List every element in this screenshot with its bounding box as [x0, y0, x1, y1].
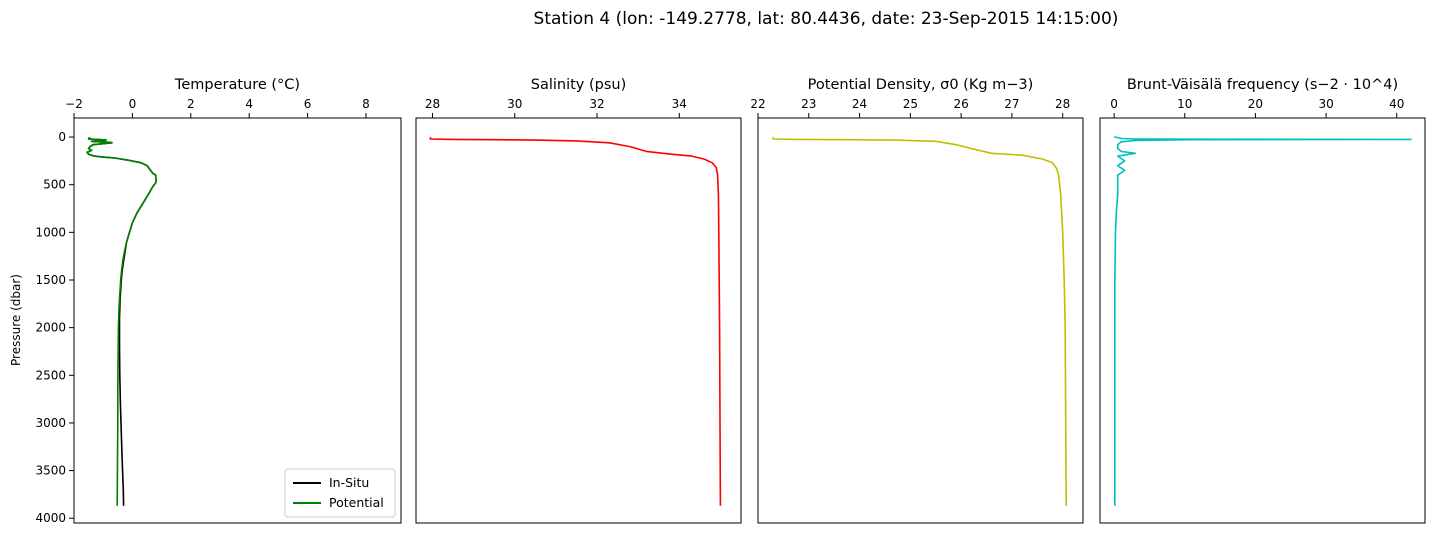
- y-tick-label: 4000: [35, 511, 66, 525]
- salinity-panel: Salinity (psu) 28 30 32 34: [415, 77, 742, 524]
- figure-title: Station 4 (lon: -149.2778, lat: 80.4436,…: [534, 9, 1119, 29]
- y-tick-label: 2500: [35, 368, 66, 382]
- brunt-vaisala-panel: Brunt-Väisälä frequency (s−2 · 10^4) 0 10 2…: [1099, 77, 1426, 524]
- axes-frame: [1099, 117, 1426, 524]
- x-tick-label: 25: [903, 97, 918, 111]
- x-tick-label: 30: [507, 97, 522, 111]
- legend-label: Potential: [329, 495, 384, 510]
- x-tick-label: 26: [953, 97, 968, 111]
- series-line-potential: [86, 136, 158, 506]
- x-tick-label: 6: [304, 97, 312, 111]
- series-line-in-situ: [86, 136, 158, 506]
- x-tick-label: 28: [1055, 97, 1070, 111]
- panel-title: Brunt-Väisälä frequency (s−2 · 10^4): [1127, 77, 1398, 93]
- x-tick-label: 28: [425, 97, 440, 111]
- x-tick-label: 22: [750, 97, 765, 111]
- y-tick-label: 3500: [35, 464, 66, 478]
- temperature-panel: Temperature (°C) −2 0 2 4 6 8 0 500 1000 1500 2000 2…: [35, 77, 402, 525]
- x-tick-label: 2: [187, 97, 195, 111]
- axes-frame: [73, 117, 402, 524]
- x-tick-label: 23: [801, 97, 816, 111]
- y-axis-label: Pressure (dbar): [9, 274, 23, 366]
- x-tick-label: 0: [1110, 97, 1118, 111]
- axes-frame: [757, 117, 1084, 524]
- x-tick-label: 27: [1004, 97, 1019, 111]
- series-line-3: [1114, 136, 1412, 506]
- x-tick-label: 32: [589, 97, 604, 111]
- x-tick-label: 40: [1389, 97, 1404, 111]
- x-tick-label: 0: [129, 97, 137, 111]
- x-tick-label: −2: [65, 97, 83, 111]
- x-tick-label: 20: [1248, 97, 1263, 111]
- y-tick-label: 2000: [35, 321, 66, 335]
- x-tick-label: 30: [1318, 97, 1333, 111]
- legend: In-Situ Potential: [284, 468, 396, 518]
- legend-box: [284, 468, 396, 518]
- axes-frame: [415, 117, 742, 524]
- density-panel: Potential Density, σ0 (Kg m−3) 22 23 24 25 26…: [750, 77, 1084, 524]
- y-tick-label: 3000: [35, 416, 66, 430]
- y-tick-label: 1000: [35, 225, 66, 239]
- x-tick-label: 8: [362, 97, 370, 111]
- x-tick-label: 4: [245, 97, 253, 111]
- y-tick-label: 0: [58, 130, 66, 144]
- y-tick-label: 500: [43, 178, 66, 192]
- series-line-2: [772, 137, 1067, 506]
- x-tick-label: 34: [672, 97, 687, 111]
- panel-title: Salinity (psu): [531, 77, 627, 93]
- series-line-1: [429, 137, 722, 506]
- legend-label: In-Situ: [329, 475, 369, 490]
- x-tick-label: 10: [1177, 97, 1192, 111]
- x-tick-label: 24: [852, 97, 867, 111]
- panel-title: Temperature (°C): [174, 77, 300, 93]
- y-tick-label: 1500: [35, 273, 66, 287]
- panel-title: Potential Density, σ0 (Kg m−3): [808, 77, 1034, 93]
